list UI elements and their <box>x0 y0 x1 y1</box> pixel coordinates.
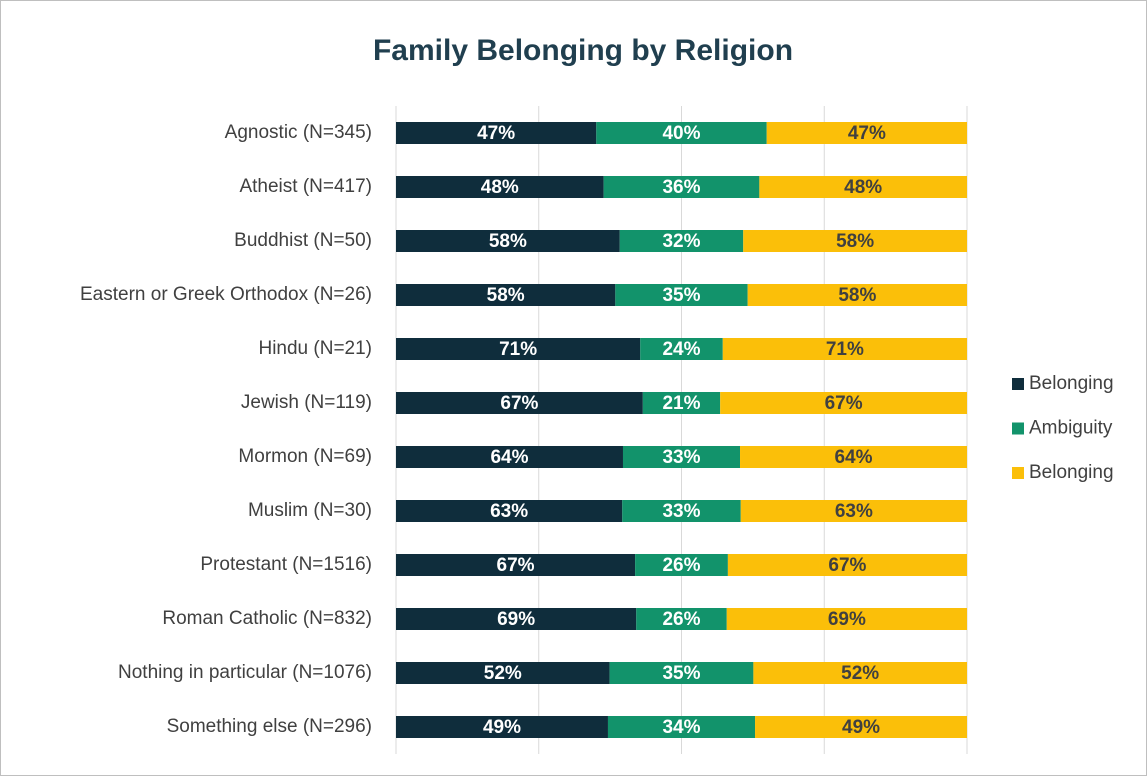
bar-segment <box>726 608 967 630</box>
y-tick-label: Eastern or Greek Orthodox (N=26) <box>80 284 372 305</box>
y-tick-label: Jewish (N=119) <box>241 392 372 413</box>
data-label: 67% <box>828 555 866 576</box>
data-label: 58% <box>487 285 525 306</box>
bar-segment <box>766 122 967 144</box>
bar-segment <box>396 608 637 630</box>
legend-label: Belonging <box>1029 373 1114 394</box>
data-label: 67% <box>500 393 538 414</box>
y-tick-label: Muslim (N=30) <box>248 500 372 521</box>
bar-segment <box>740 446 967 468</box>
data-label: 69% <box>828 609 866 630</box>
bar-segment <box>635 554 728 576</box>
data-label: 35% <box>662 663 700 684</box>
data-label: 47% <box>848 123 886 144</box>
bar-segment <box>607 716 756 738</box>
data-label: 33% <box>662 501 700 522</box>
bar-segment <box>615 284 748 306</box>
bar-segment <box>396 392 643 414</box>
bar-segment <box>603 176 760 198</box>
bar-segment <box>609 662 754 684</box>
y-tick-label: Something else (N=296) <box>167 716 372 737</box>
bar-segment <box>396 230 620 252</box>
bar-segment <box>640 338 723 360</box>
data-label: 67% <box>825 393 863 414</box>
bar-segment <box>642 392 721 414</box>
y-tick-label: Atheist (N=417) <box>239 176 372 197</box>
legend-swatch <box>1012 378 1024 390</box>
bar-segment <box>596 122 767 144</box>
y-tick-label: Agnostic (N=345) <box>225 122 372 143</box>
data-label: 69% <box>497 609 535 630</box>
data-label: 71% <box>826 339 864 360</box>
data-label: 49% <box>842 717 880 738</box>
bar-segment <box>755 716 967 738</box>
y-tick-label: Roman Catholic (N=832) <box>162 608 372 629</box>
data-label: 34% <box>662 717 700 738</box>
data-label: 32% <box>662 231 700 252</box>
bar-segment <box>396 662 610 684</box>
data-label: 64% <box>834 447 872 468</box>
bar-segment <box>622 500 741 522</box>
bar-segment <box>740 500 967 522</box>
y-tick-label: Buddhist (N=50) <box>234 230 372 251</box>
data-label: 63% <box>490 501 528 522</box>
bar-segment <box>622 446 741 468</box>
y-tick-label: Nothing in particular (N=1076) <box>118 662 372 683</box>
bar-segment <box>720 392 967 414</box>
bar-segment <box>396 446 623 468</box>
data-label: 26% <box>662 609 700 630</box>
bar-segment <box>743 230 967 252</box>
bar-segment <box>722 338 967 360</box>
y-tick-label: Mormon (N=69) <box>238 446 372 467</box>
legend-label: Belonging <box>1029 462 1114 483</box>
data-label: 21% <box>662 393 700 414</box>
data-label: 47% <box>477 123 515 144</box>
data-label: 40% <box>662 123 700 144</box>
data-label: 24% <box>662 339 700 360</box>
bar-segment <box>619 230 744 252</box>
bar-segment <box>396 338 641 360</box>
bar-segment <box>636 608 727 630</box>
bar-segment <box>396 122 597 144</box>
data-label: 52% <box>484 663 522 684</box>
bar-segment <box>759 176 967 198</box>
bar-segment <box>396 176 604 198</box>
data-label: 48% <box>844 177 882 198</box>
data-label: 58% <box>489 231 527 252</box>
data-label: 67% <box>497 555 535 576</box>
bar-segment <box>396 716 608 738</box>
data-label: 36% <box>662 177 700 198</box>
data-label: 35% <box>662 285 700 306</box>
data-label: 33% <box>662 447 700 468</box>
data-label: 58% <box>838 285 876 306</box>
legend-label: Ambiguity <box>1029 418 1113 439</box>
y-tick-label: Protestant (N=1516) <box>200 554 372 575</box>
data-label: 26% <box>662 555 700 576</box>
data-label: 52% <box>841 663 879 684</box>
data-label: 71% <box>499 339 537 360</box>
legend-swatch <box>1012 422 1024 435</box>
bar-segment <box>396 554 636 576</box>
bar-segment <box>747 284 967 306</box>
data-label: 48% <box>481 177 519 198</box>
data-label: 49% <box>483 717 521 738</box>
y-tick-label: Hindu (N=21) <box>258 338 372 359</box>
data-label: 58% <box>836 231 874 252</box>
bar-segment <box>396 500 623 522</box>
legend-swatch <box>1012 467 1024 479</box>
data-label: 63% <box>835 501 873 522</box>
bar-segment <box>727 554 967 576</box>
bar-segment <box>396 284 616 306</box>
data-label: 64% <box>490 447 528 468</box>
bar-segment <box>753 662 967 684</box>
chart-title: Family Belonging by Religion <box>373 34 793 67</box>
